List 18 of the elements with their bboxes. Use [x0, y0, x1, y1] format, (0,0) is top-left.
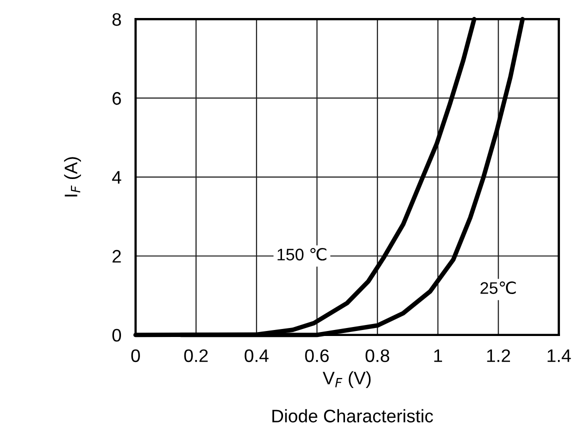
y-axis-title: I$_{F}$ (A): [64, 157, 81, 196]
x-tick-label: 0.4: [244, 349, 269, 362]
y-tick-label: 8: [112, 13, 121, 26]
x-tick-label: 0.2: [184, 349, 208, 362]
x-tick-label: 0.8: [366, 349, 390, 362]
text: 25℃: [480, 281, 516, 294]
x-tick-label: 1.4: [548, 350, 571, 362]
y-tick-label: 4: [112, 171, 122, 184]
y-tick-label: 6: [112, 92, 121, 105]
x-tick-label: 1: [434, 350, 442, 362]
text: 150 ℃: [278, 248, 326, 261]
y-tick-label: 0: [112, 328, 122, 342]
x-tick-label: 0: [131, 349, 140, 362]
x-tick-label: 0.6: [305, 349, 329, 362]
text: Diode Characteristic: [272, 409, 434, 422]
y-tick-label: 2: [112, 250, 121, 263]
x-tick-label: 1.2: [487, 349, 510, 362]
x-axis-title: V$_{F}$ (V): [322, 371, 371, 388]
